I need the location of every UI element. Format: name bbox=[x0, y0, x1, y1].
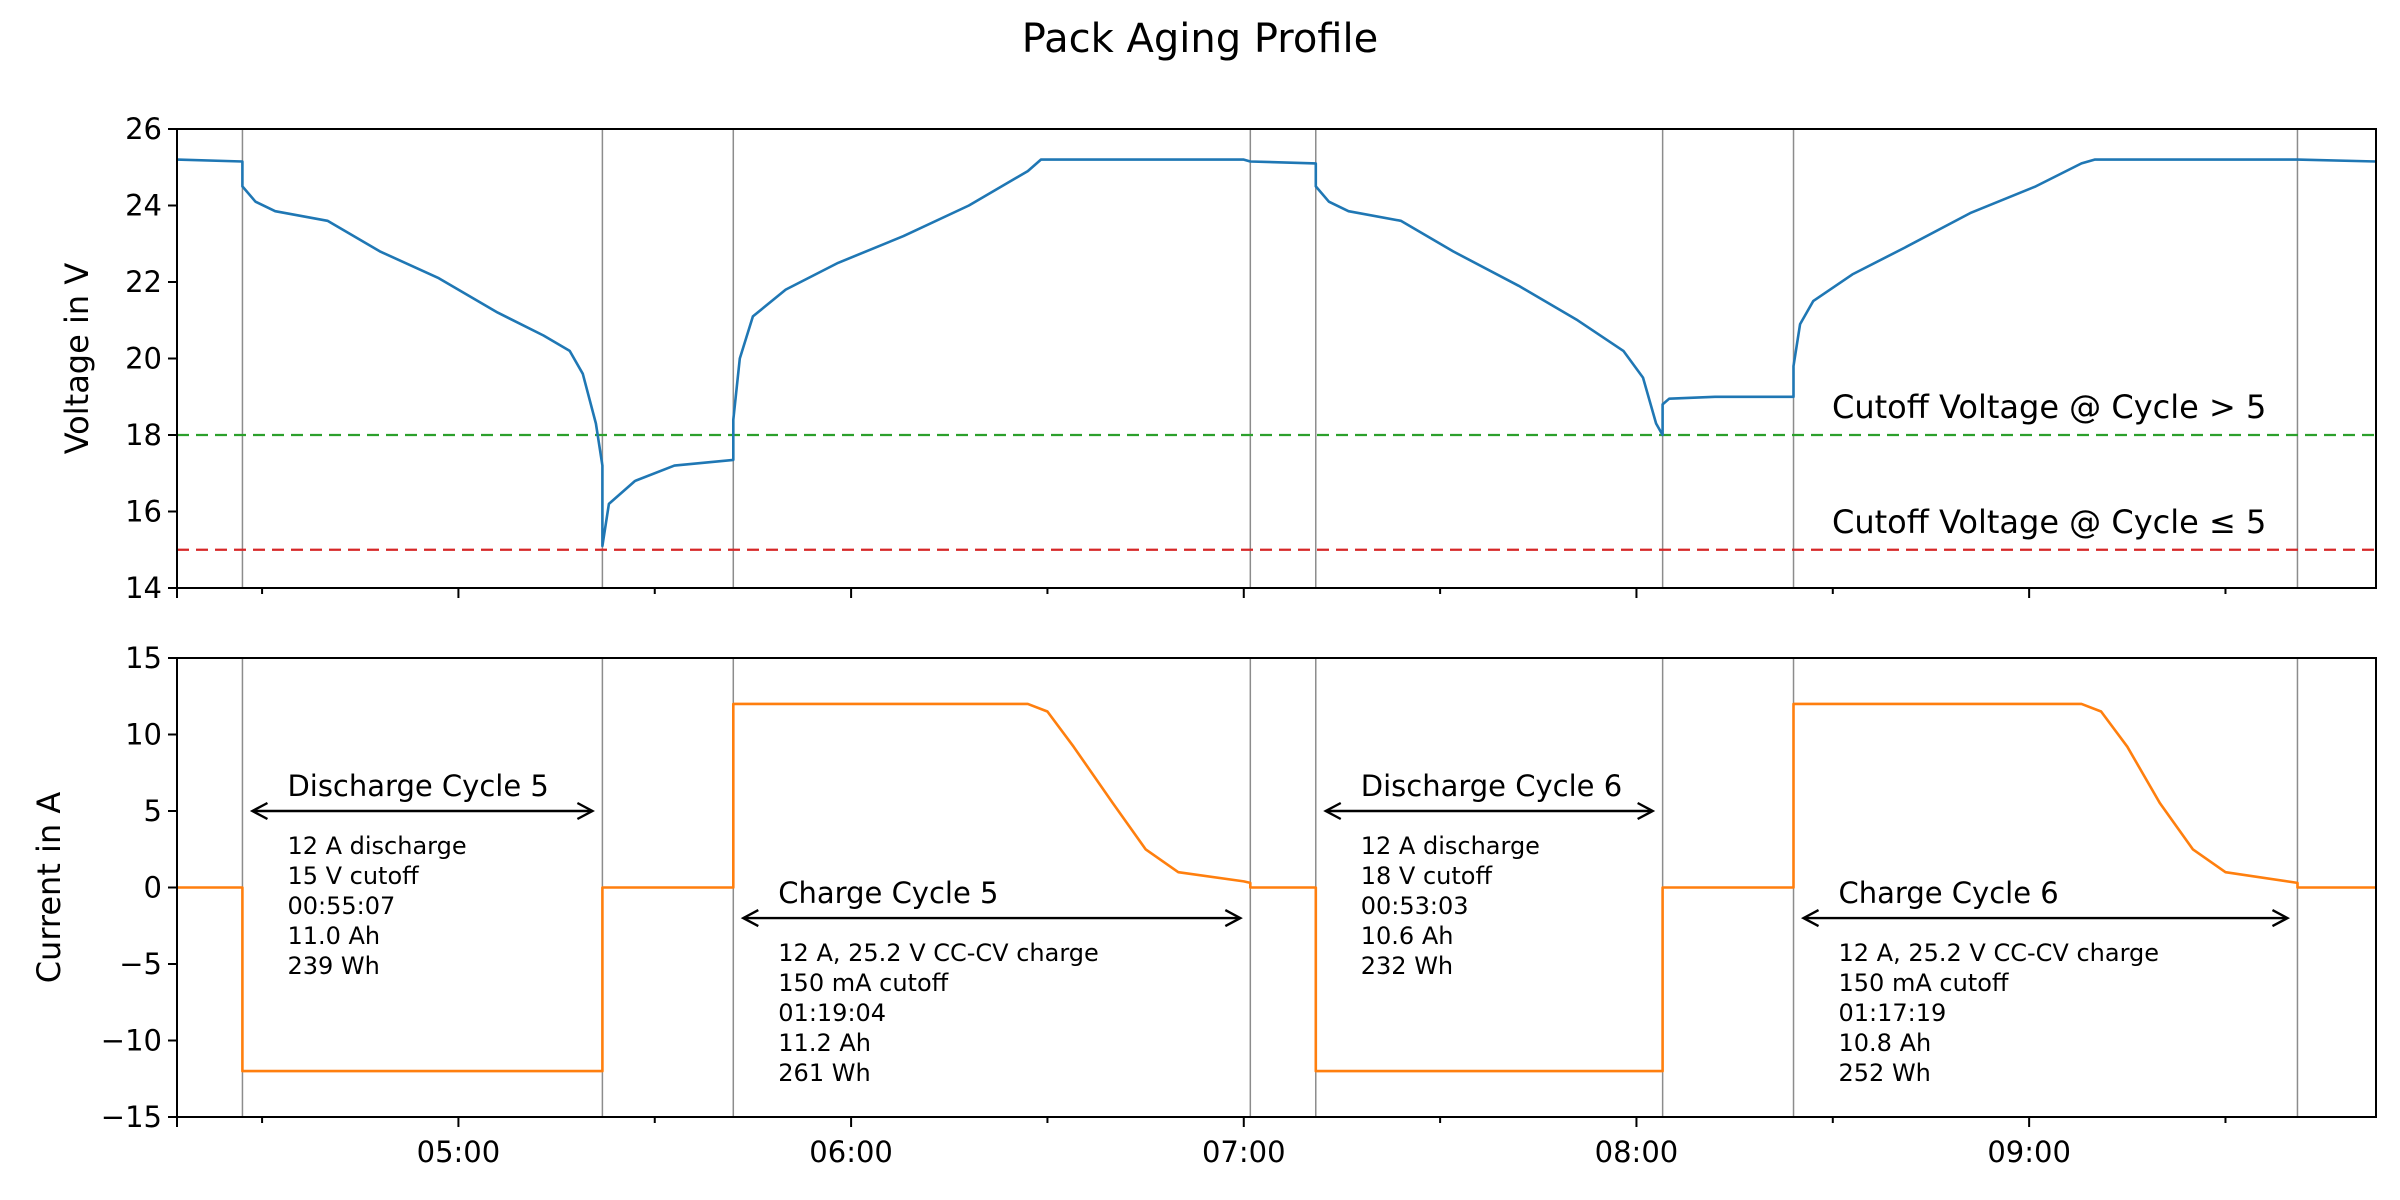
cycle-detail: 01:19:04 bbox=[778, 999, 886, 1027]
arrow-head-left bbox=[249, 801, 269, 821]
cycle-detail: 11.0 Ah bbox=[287, 922, 380, 950]
cycle-detail: 150 mA cutoff bbox=[1839, 969, 2009, 997]
arrow-head-left bbox=[1323, 801, 1342, 821]
cycle-detail: 12 A, 25.2 V CC-CV charge bbox=[1839, 939, 2160, 967]
cycle-detail: 00:53:03 bbox=[1361, 892, 1469, 920]
y-tick-label: −15 bbox=[101, 1100, 162, 1134]
cycle-detail: 15 V cutoff bbox=[287, 862, 419, 890]
y-tick-label: 10 bbox=[125, 718, 162, 752]
arrow-head-left bbox=[740, 909, 759, 928]
y-tick-label: 5 bbox=[144, 794, 162, 828]
y-tick-label: 14 bbox=[125, 571, 162, 605]
cycle-detail: 11.2 Ah bbox=[778, 1029, 871, 1057]
cycle-detail: 12 A discharge bbox=[287, 832, 466, 860]
arrow-head-left bbox=[1800, 909, 1820, 928]
current-series-line bbox=[177, 702, 2376, 1073]
y-axis-label: Current in A bbox=[30, 792, 68, 984]
cycle-detail: 12 A, 25.2 V CC-CV charge bbox=[778, 939, 1099, 967]
y-axis-label: Voltage in V bbox=[58, 263, 96, 455]
chart-title: Pack Aging Profile bbox=[1022, 16, 1378, 62]
cycle-label: Charge Cycle 6 bbox=[1839, 876, 2059, 910]
y-tick-label: 22 bbox=[125, 265, 162, 299]
cycle-label: Charge Cycle 5 bbox=[778, 876, 998, 910]
cycle-label: Discharge Cycle 6 bbox=[1361, 769, 1622, 803]
y-tick-label: 20 bbox=[125, 342, 162, 376]
cycle-detail: 18 V cutoff bbox=[1361, 862, 1493, 890]
cycle-detail: 252 Wh bbox=[1839, 1059, 1931, 1087]
y-tick-label: 26 bbox=[125, 112, 162, 146]
x-tick-label: 08:00 bbox=[1595, 1135, 1679, 1169]
cycle-detail: 10.6 Ah bbox=[1361, 922, 1454, 950]
x-tick-label: 05:00 bbox=[417, 1135, 501, 1169]
arrow-head-right bbox=[1224, 909, 1243, 928]
cycle-detail: 261 Wh bbox=[778, 1059, 870, 1087]
cycle-detail: 10.8 Ah bbox=[1839, 1029, 1932, 1057]
arrow-head-right bbox=[1637, 801, 1656, 821]
cycle-detail: 00:55:07 bbox=[287, 892, 395, 920]
y-tick-label: 16 bbox=[125, 495, 162, 529]
y-tick-label: 0 bbox=[144, 871, 162, 905]
y-tick-label: −5 bbox=[119, 947, 162, 981]
y-tick-label: 18 bbox=[125, 418, 162, 452]
cycle-detail: 232 Wh bbox=[1361, 952, 1453, 980]
cycle-detail: 239 Wh bbox=[287, 952, 379, 980]
cycle-detail: 12 A discharge bbox=[1361, 832, 1540, 860]
cutoff-label: Cutoff Voltage @ Cycle > 5 bbox=[1832, 388, 2266, 426]
y-tick-label: 15 bbox=[125, 641, 162, 675]
arrow-head-right bbox=[576, 801, 595, 821]
arrow-head-right bbox=[2271, 909, 2291, 928]
voltage-series-line bbox=[176, 158, 2377, 548]
cycle-detail: 150 mA cutoff bbox=[778, 969, 948, 997]
x-tick-label: 09:00 bbox=[1987, 1135, 2071, 1169]
y-tick-label: 24 bbox=[125, 189, 162, 223]
y-tick-label: −10 bbox=[101, 1024, 162, 1058]
x-tick-label: 06:00 bbox=[809, 1135, 893, 1169]
cycle-detail: 01:17:19 bbox=[1839, 999, 1947, 1027]
voltage-panel: Cutoff Voltage @ Cycle > 5 Cutoff Voltage… bbox=[58, 112, 2377, 605]
x-tick-label: 07:00 bbox=[1202, 1135, 1286, 1169]
cycle-label: Discharge Cycle 5 bbox=[287, 769, 548, 803]
cutoff-label: Cutoff Voltage @ Cycle ≤ 5 bbox=[1832, 503, 2266, 541]
